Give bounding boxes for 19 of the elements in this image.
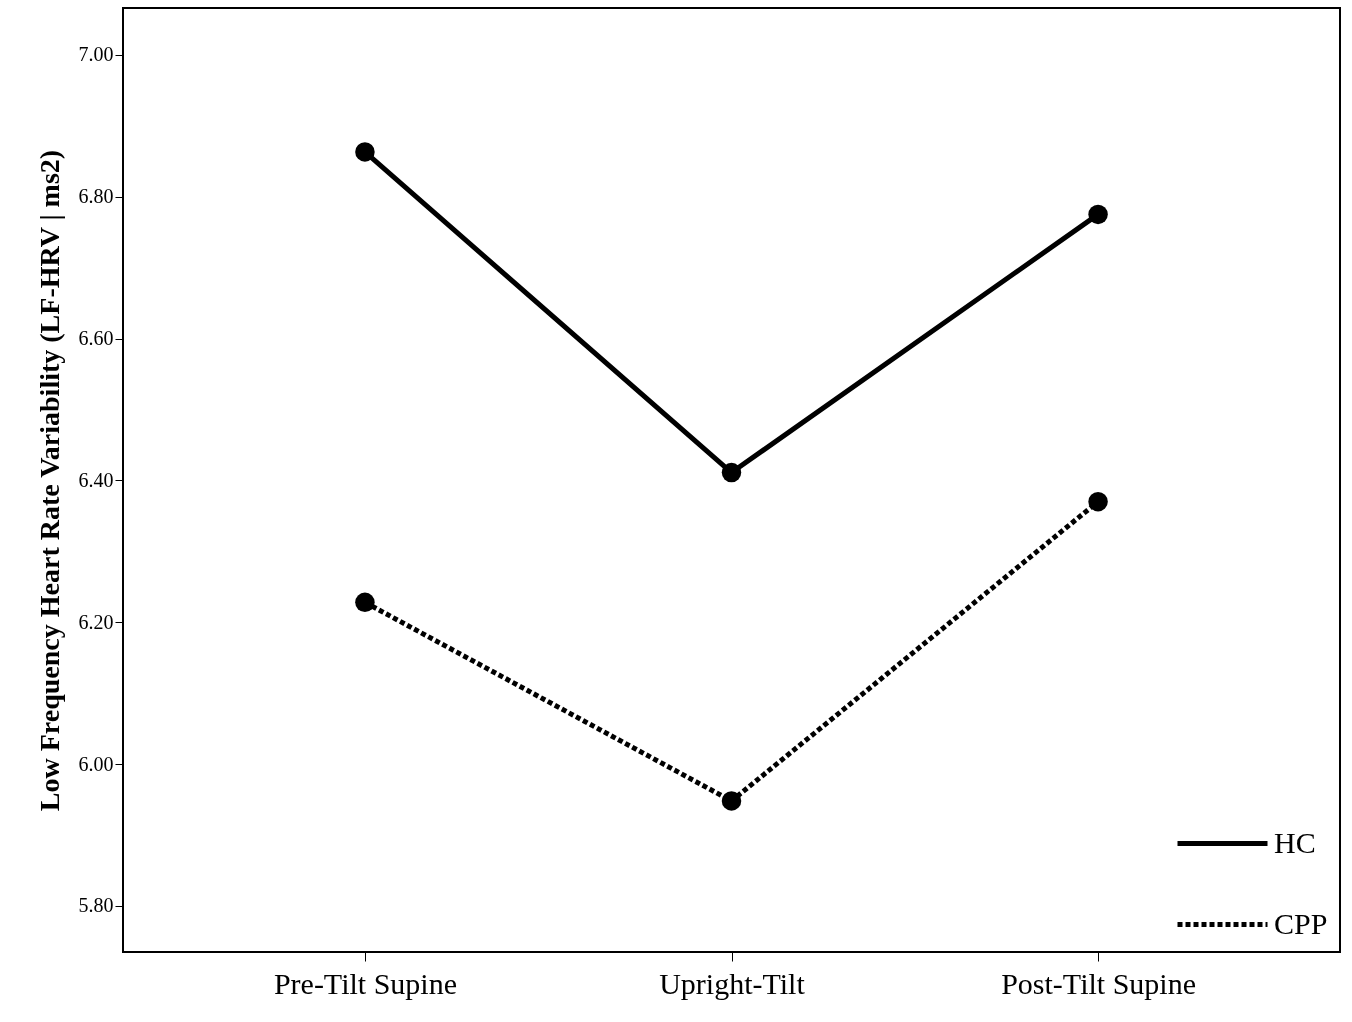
point <box>1088 491 1108 512</box>
point <box>1088 204 1108 225</box>
x-tick-label: Pre-Tilt Supine <box>273 966 457 1000</box>
y-axis-title: Low Frequency Heart Rate Variability (LF-HRV | ms2) <box>33 149 65 812</box>
y-tick-label: 6.60 <box>78 327 114 350</box>
y-tick-label: 6.00 <box>78 752 114 775</box>
point <box>355 142 375 162</box>
legend-label: HC <box>1274 825 1316 859</box>
point <box>355 592 375 613</box>
y-tick-label: 7.00 <box>78 43 114 66</box>
y-tick-label: 6.40 <box>78 468 114 491</box>
point <box>721 462 742 483</box>
y-tick-label: 6.20 <box>78 610 114 633</box>
y-tick-label: 6.80 <box>78 185 114 208</box>
x-tick-label: Upright-Tilt <box>659 966 806 1000</box>
legend-label: CPP <box>1274 906 1328 940</box>
x-tick-label: Post-Tilt Supine <box>1001 966 1196 1000</box>
point <box>721 791 742 811</box>
y-tick-label: 5.80 <box>78 894 114 917</box>
